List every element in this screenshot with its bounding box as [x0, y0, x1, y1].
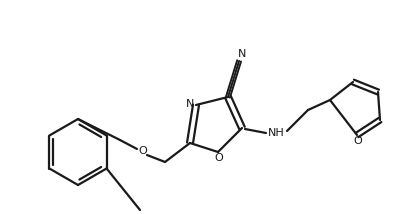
Text: N: N [186, 99, 194, 109]
Text: O: O [215, 153, 223, 163]
Text: O: O [138, 146, 147, 156]
Text: N: N [238, 49, 246, 59]
Text: NH: NH [268, 128, 284, 138]
Text: O: O [353, 136, 363, 146]
